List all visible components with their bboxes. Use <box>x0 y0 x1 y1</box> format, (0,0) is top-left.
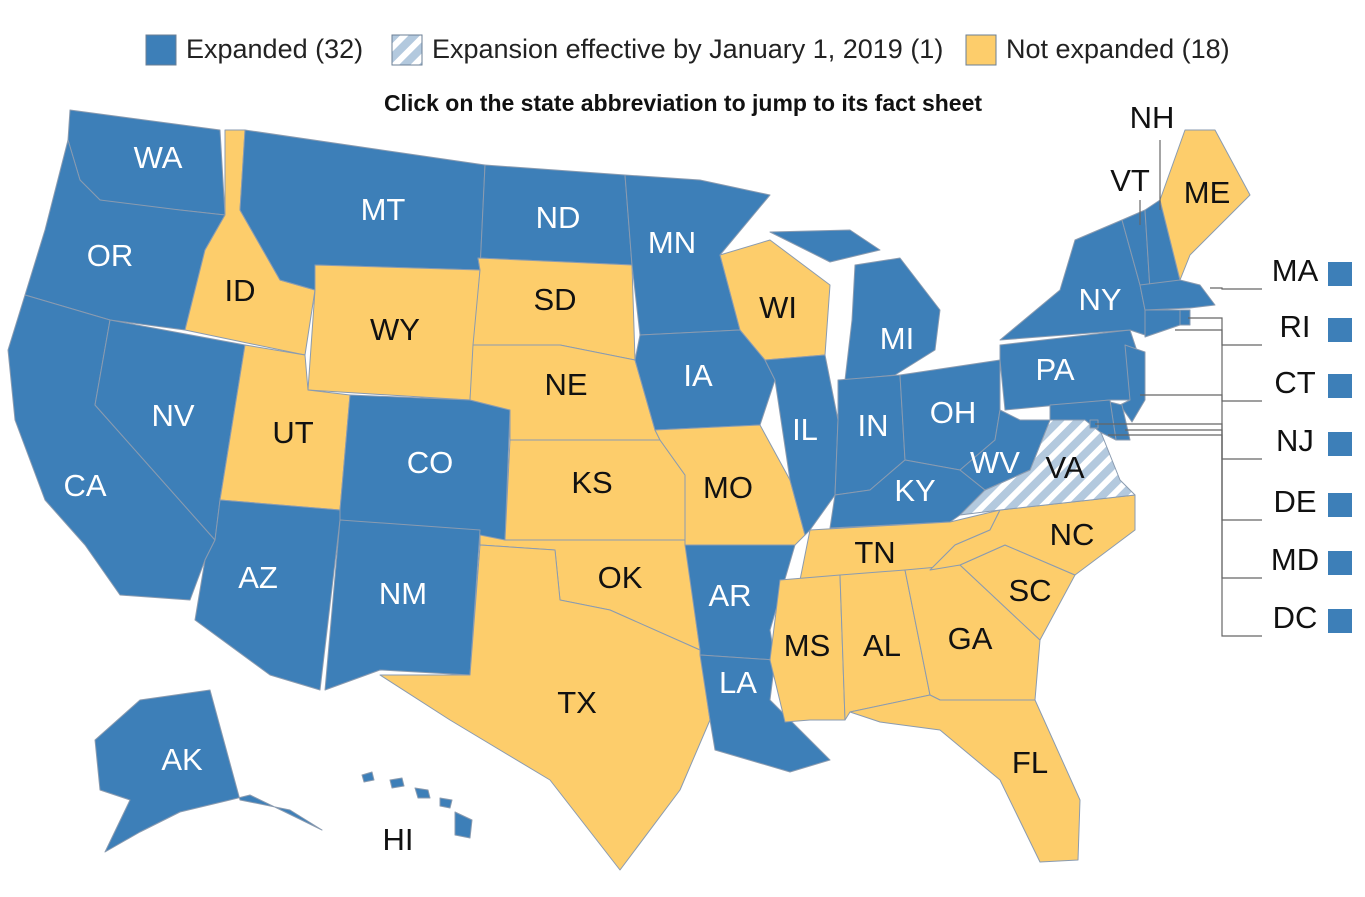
leader-line <box>1210 287 1262 290</box>
instruction: Click on the state abbreviation to jump … <box>384 90 982 116</box>
state-label[interactable]: VA <box>1045 450 1084 485</box>
state-shape <box>1089 419 1099 429</box>
state-label[interactable]: ID <box>225 273 256 308</box>
state-label[interactable]: OH <box>930 395 977 430</box>
state-label[interactable]: IA <box>683 358 713 393</box>
legend: Expanded (32) Expansion effective by Janu… <box>145 34 1230 66</box>
leader-line <box>1125 429 1262 521</box>
state-label[interactable]: WA <box>134 140 183 175</box>
legend-label: Not expanded (18) <box>1006 34 1230 64</box>
state-label[interactable]: FL <box>1012 745 1048 780</box>
state-label[interactable]: AZ <box>238 560 278 595</box>
legend-swatch <box>145 34 177 66</box>
state-shape <box>929 494 1136 576</box>
state-label[interactable]: DC <box>1273 600 1318 635</box>
callout-swatch[interactable] <box>1328 432 1352 456</box>
state-label[interactable]: WI <box>759 290 797 325</box>
state-label[interactable]: NM <box>379 576 427 611</box>
state-label[interactable]: WY <box>370 312 420 347</box>
state-shape <box>1139 279 1216 311</box>
state-label[interactable]: CT <box>1274 365 1315 400</box>
state-label[interactable]: NV <box>151 398 194 433</box>
state-label[interactable]: KY <box>894 473 935 508</box>
callout-swatch[interactable] <box>1328 493 1352 517</box>
state-label[interactable]: HI <box>383 822 414 857</box>
leader-line <box>1188 317 1262 346</box>
state-label[interactable]: ND <box>536 200 581 235</box>
state-label[interactable]: MS <box>784 628 831 663</box>
state-shape <box>999 329 1146 411</box>
leader-line <box>1095 423 1262 637</box>
state-label[interactable]: MO <box>703 470 753 505</box>
state-shape <box>1049 399 1117 441</box>
state-label[interactable]: IL <box>792 412 818 447</box>
leader-line <box>1140 394 1262 460</box>
state-label[interactable]: GA <box>948 621 993 656</box>
state-label[interactable]: VT <box>1110 163 1150 198</box>
state-label[interactable]: AK <box>161 742 203 777</box>
state-label[interactable]: SC <box>1008 573 1051 608</box>
state-label[interactable]: RI <box>1280 309 1311 344</box>
state-shape <box>849 694 1081 863</box>
state-label[interactable]: NC <box>1050 517 1095 552</box>
legend-label: Expanded (32) <box>186 34 363 64</box>
state-label[interactable]: NH <box>1130 100 1175 135</box>
state-label[interactable]: CA <box>63 468 106 503</box>
state-label[interactable]: NY <box>1078 282 1121 317</box>
callout-swatch[interactable] <box>1328 318 1352 342</box>
state-label[interactable]: AR <box>708 578 751 613</box>
state-shape <box>324 519 481 691</box>
state-label[interactable]: MD <box>1271 542 1319 577</box>
state-label[interactable]: WV <box>970 445 1020 480</box>
legend-swatch <box>391 34 423 66</box>
state-shape <box>1144 309 1181 338</box>
leader-line <box>1175 329 1262 402</box>
state-shape <box>361 771 473 839</box>
callout-swatch[interactable] <box>1328 551 1352 575</box>
state-shape <box>999 219 1146 341</box>
state-label[interactable]: PA <box>1035 352 1074 387</box>
state-label[interactable]: TX <box>557 685 597 720</box>
state-label[interactable]: MN <box>648 225 696 260</box>
state-label[interactable]: ME <box>1184 175 1231 210</box>
state-label[interactable]: OR <box>87 238 134 273</box>
state-shape <box>307 264 481 401</box>
state-labels: WA OR CA NV ID MT WY UT CO AZ NM ND SD NE KS OK TX MN IA MO… <box>63 100 1352 857</box>
callout-swatch[interactable] <box>1328 609 1352 633</box>
state-shape <box>769 229 941 381</box>
state-label[interactable]: OK <box>598 560 643 595</box>
state-label[interactable]: CO <box>407 445 454 480</box>
state-shape <box>379 544 711 871</box>
state-label[interactable]: MI <box>880 321 914 356</box>
state-label[interactable]: DE <box>1273 484 1316 519</box>
callout-swatch[interactable] <box>1328 374 1352 398</box>
state-label[interactable]: TN <box>854 535 895 570</box>
state-label[interactable]: NJ <box>1276 423 1314 458</box>
state-label[interactable]: MT <box>361 192 406 227</box>
state-label[interactable]: AL <box>863 628 901 663</box>
state-label[interactable]: SD <box>533 282 576 317</box>
state-shape <box>959 409 1051 491</box>
legend-swatch <box>965 34 997 66</box>
state-shapes <box>7 109 1251 871</box>
state-label[interactable]: KS <box>571 465 612 500</box>
state-shape <box>1119 344 1146 423</box>
state-label[interactable]: UT <box>272 415 313 450</box>
state-label[interactable]: LA <box>719 665 757 700</box>
state-label[interactable]: NE <box>544 367 587 402</box>
callout-swatch[interactable] <box>1328 262 1352 286</box>
legend-label: Expansion effective by January 1, 2019 (… <box>432 34 943 64</box>
state-shape <box>194 499 341 691</box>
state-label[interactable]: IN <box>858 408 889 443</box>
state-shape <box>94 689 323 853</box>
state-label[interactable]: MA <box>1272 253 1319 288</box>
